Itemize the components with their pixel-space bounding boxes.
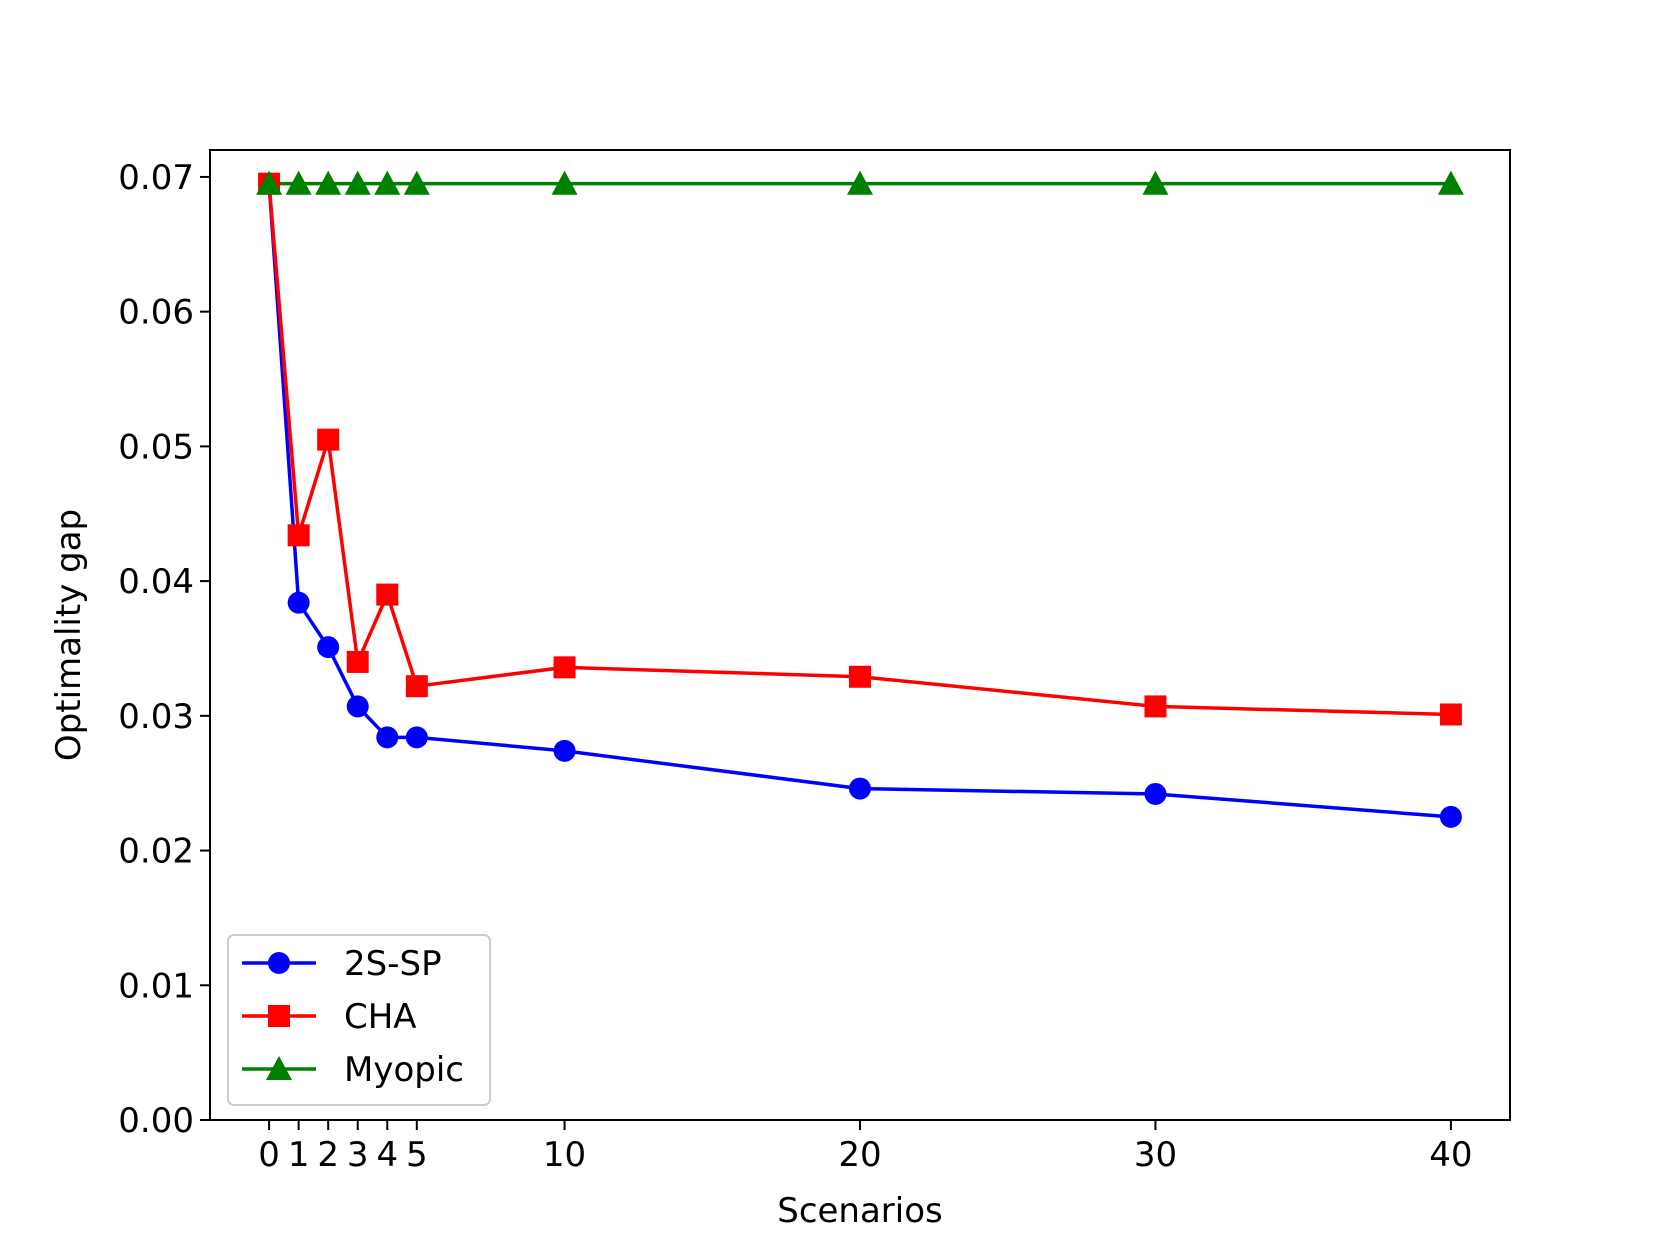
axes: 0.00 0.01 0.02 0.03 0.04 0.05 0.06 0.07 0 1 2 3 4 5 10…: [118, 158, 1472, 1175]
series-line-cha: [267, 183, 1451, 717]
x-tick-label: 20: [838, 1135, 881, 1175]
data-point-2s-sp: [405, 726, 428, 749]
data-point-myopic: [1142, 170, 1169, 195]
x-tick-label: 0: [258, 1135, 280, 1175]
y-tick-label: 0.05: [118, 427, 194, 467]
data-point-myopic: [256, 170, 283, 195]
data-point-2s-sp: [287, 591, 310, 614]
data-point-myopic: [344, 170, 371, 195]
legend-label: CHA: [344, 997, 417, 1037]
plot-marks: [256, 170, 1464, 828]
x-tick-label: 10: [543, 1135, 586, 1175]
legend-box: [227, 934, 491, 1106]
legend-label: Myopic: [344, 1050, 464, 1090]
data-point-2s-sp: [849, 777, 871, 800]
data-point-cha: [376, 583, 399, 606]
x-tick-label: 3: [347, 1135, 369, 1175]
x-tick-label: 5: [406, 1135, 428, 1175]
y-tick-label: 0.07: [118, 158, 194, 198]
data-point-2s-sp: [1144, 782, 1167, 805]
x-tick-label: 2: [317, 1135, 339, 1175]
data-point-2s-sp: [346, 695, 369, 718]
data-point-2s-sp: [317, 636, 340, 659]
data-point-2s-sp: [553, 739, 576, 762]
y-axis-title: Optimality gap: [49, 509, 89, 761]
data-point-myopic: [551, 170, 578, 195]
data-point-myopic: [315, 170, 342, 195]
x-tick-label: 4: [376, 1135, 398, 1175]
data-point-cha: [287, 524, 310, 547]
legend-label: 2S-SP: [344, 944, 442, 984]
legend-swatch-marker: [266, 1056, 292, 1081]
data-point-2s-sp: [376, 726, 399, 749]
y-tick-label: 0.00: [118, 1101, 194, 1141]
legend-swatch-marker: [268, 1005, 290, 1027]
data-point-myopic: [403, 170, 430, 195]
x-tick-label: 1: [288, 1135, 310, 1175]
series-line-2s-sp: [267, 183, 1452, 819]
data-point-cha: [1144, 695, 1167, 718]
data-point-cha: [405, 675, 428, 698]
data-point-cha: [849, 665, 871, 688]
legend-swatch-marker: [268, 952, 290, 974]
data-point-2s-sp: [1439, 805, 1462, 828]
data-point-myopic: [1437, 170, 1464, 195]
y-tick-label: 0.02: [118, 832, 194, 872]
data-point-cha: [317, 428, 340, 451]
data-point-cha: [553, 656, 576, 679]
x-tick-label: 30: [1134, 1135, 1177, 1175]
y-tick-label: 0.06: [118, 293, 194, 333]
y-tick-label: 0.04: [118, 562, 194, 602]
x-tick-label: 40: [1429, 1135, 1472, 1175]
legend: 2S-SP CHA Myopic: [227, 934, 491, 1106]
x-axis-title: Scenarios: [777, 1191, 943, 1231]
data-point-cha: [346, 650, 369, 673]
data-point-myopic: [374, 170, 401, 195]
data-point-myopic: [285, 170, 312, 195]
data-point-myopic: [847, 170, 873, 195]
data-point-cha: [1439, 703, 1462, 726]
y-tick-label: 0.01: [118, 966, 194, 1006]
y-tick-label: 0.03: [118, 697, 194, 737]
